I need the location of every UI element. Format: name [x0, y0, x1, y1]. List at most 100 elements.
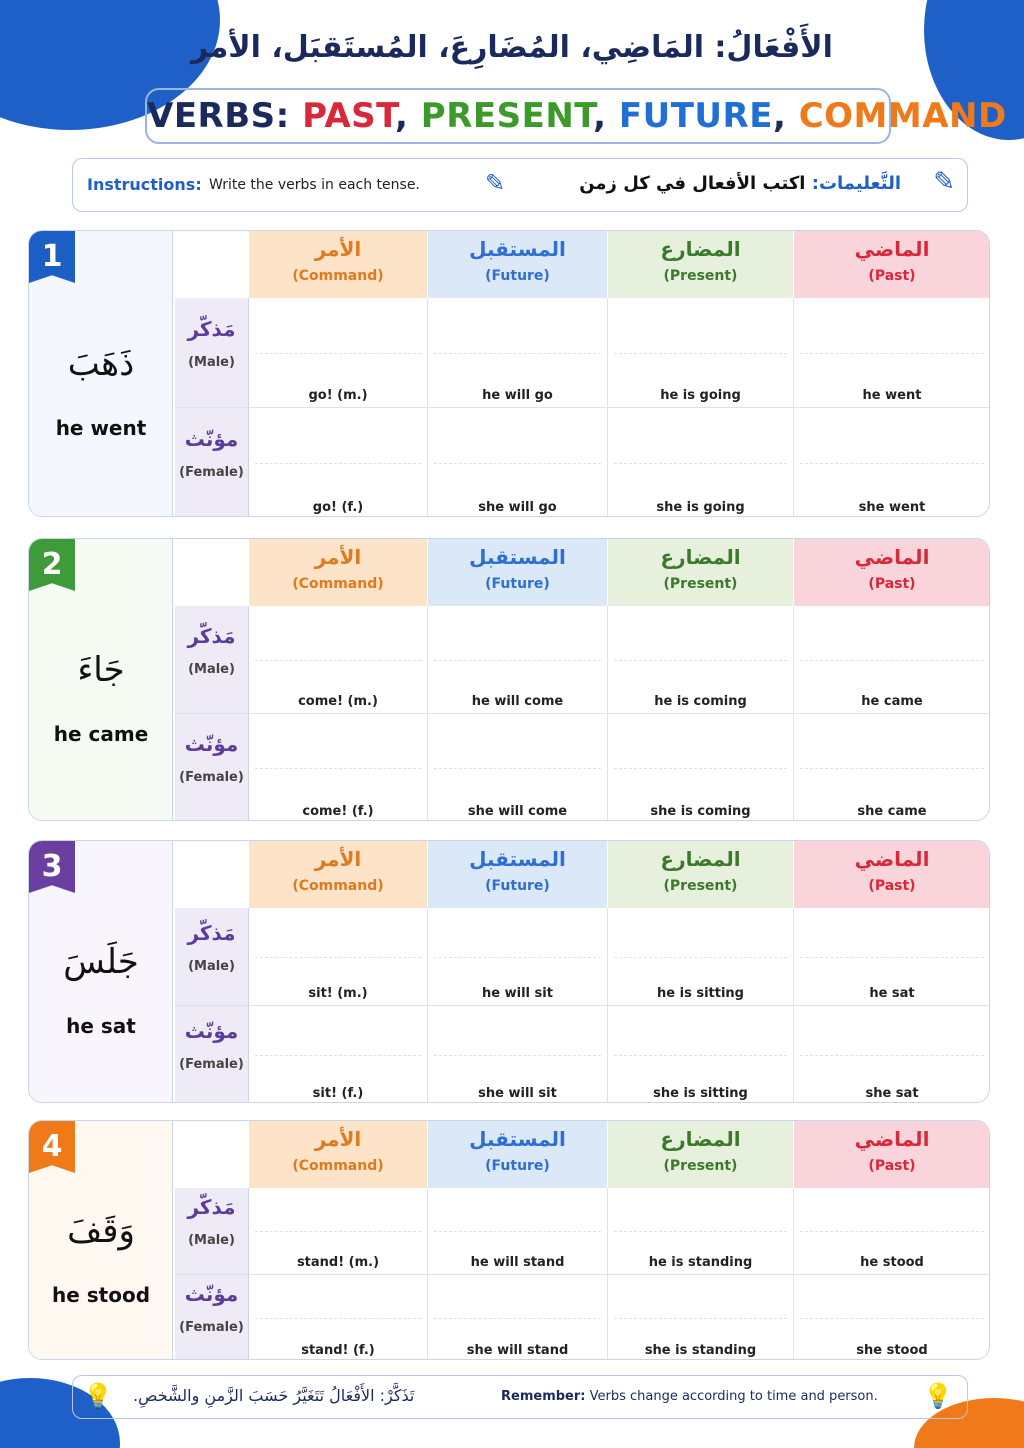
answer-cell: sit! (m.) — [249, 908, 428, 1006]
gender-cell: مؤنّث (Female) — [175, 1274, 249, 1359]
title-ar: الأَفْعَالُ: المَاضِي، المُضَارِعَ، المُ… — [191, 30, 833, 65]
answer-cell: come! (f.) — [249, 714, 428, 820]
instructions-label-ar: التَّعليمات: — [811, 173, 901, 194]
writing-line — [614, 768, 787, 769]
answer-cell: he will go — [428, 298, 608, 408]
cell-text: he is sitting — [657, 986, 744, 1001]
cell-text: she sat — [865, 1086, 919, 1101]
column-ar: الأمر — [314, 237, 362, 261]
writing-line — [255, 1231, 421, 1233]
verb-panel — [29, 231, 173, 516]
column-ar: المضارع — [660, 545, 741, 569]
column-en: (Present) — [663, 878, 738, 894]
answer-cell: go! (f.) — [249, 408, 428, 516]
column-ar: المستقبل — [469, 847, 566, 871]
column-header: الأمر (Command) — [249, 841, 428, 908]
column-en: (Future) — [485, 268, 550, 284]
column-en: (Command) — [292, 268, 384, 284]
column-en: (Future) — [485, 576, 550, 592]
column-ar: المضارع — [660, 237, 741, 261]
column-header: الأمر (Command) — [249, 1121, 428, 1188]
cell-text: he is coming — [654, 694, 747, 709]
column-header: المضارع (Present) — [608, 841, 794, 908]
gender-ar: مؤنّث — [184, 1019, 239, 1043]
gender-cell: مَذكّر (Male) — [175, 908, 249, 1006]
answer-cell: she is standing — [608, 1274, 794, 1359]
column-ar: المضارع — [660, 1127, 741, 1151]
cell-text: come! (m.) — [298, 694, 378, 709]
answer-cell: he is sitting — [608, 908, 794, 1006]
title-part: FUTURE — [618, 96, 773, 136]
column-header: المضارع (Present) — [608, 231, 794, 298]
title-part: PAST — [302, 96, 396, 136]
writing-line — [255, 768, 421, 769]
answer-cell: he is standing — [608, 1188, 794, 1275]
cell-text: he stood — [860, 1254, 924, 1270]
column-header: المستقبل (Future) — [428, 1121, 608, 1188]
verb-block: 3 جَلَسَ he sat مَذكّر (Male) مؤنّث (Female) ال… — [28, 840, 990, 1103]
gender-en: (Female) — [179, 1319, 244, 1335]
column-en: (Command) — [292, 878, 384, 894]
column-ar: الأمر — [314, 847, 362, 871]
column-ar: الماضي — [854, 847, 930, 871]
instructions-label: Instructions: — [87, 175, 202, 194]
cell-text: she will go — [478, 500, 557, 515]
cell-text: go! (m.) — [308, 388, 368, 403]
verb-en: he sat — [66, 1014, 136, 1038]
pencil-icon: ✎ — [485, 169, 506, 197]
bulb-icon: 💡 — [923, 1382, 953, 1410]
writing-line — [800, 1231, 984, 1233]
gender-ar: مؤنّث — [184, 1281, 239, 1306]
gender-cell: مؤنّث (Female) — [175, 408, 249, 516]
answer-cell: she sat — [794, 1006, 989, 1102]
gender-cell: مَذكّر (Male) — [175, 1188, 249, 1275]
instructions-ar: التَّعليمات: اكتب الأفعال في كل زمن — [579, 173, 901, 194]
column-header: المستقبل (Future) — [428, 231, 608, 298]
block-number: 2 — [29, 539, 75, 591]
column-en: (Past) — [868, 576, 916, 592]
block-number: 4 — [29, 1121, 75, 1173]
answer-cell: she will stand — [428, 1274, 608, 1359]
gender-ar: مَذكّر — [187, 921, 236, 945]
column-header: الأمر (Command) — [249, 231, 428, 298]
answer-cell: she came — [794, 714, 989, 820]
verb-ar: جَاءَ — [77, 650, 125, 690]
column-ar: الماضي — [854, 1127, 930, 1151]
writing-line — [614, 463, 787, 464]
writing-line — [434, 353, 601, 354]
writing-line — [255, 660, 421, 661]
answer-cell: she stood — [794, 1275, 989, 1360]
column-en: (Past) — [868, 878, 916, 894]
writing-line — [255, 463, 421, 464]
column-en: (Command) — [292, 576, 384, 592]
answer-cell: he stood — [794, 1188, 989, 1275]
answer-cell: he will sit — [428, 908, 608, 1006]
title-part: , — [593, 96, 619, 136]
writing-line — [614, 660, 787, 661]
cell-text: she is sitting — [653, 1086, 748, 1101]
column-ar: المستقبل — [469, 545, 566, 569]
verb-block: 4 وَقَفَ he stood مَذكّر (Male) مؤنّث (Female)… — [28, 1120, 990, 1360]
cell-text: she is standing — [644, 1343, 757, 1358]
writing-line — [614, 353, 787, 354]
title-part: COMMAND — [798, 96, 1007, 136]
cell-text: sit! (f.) — [312, 1086, 364, 1101]
verb-en: he came — [53, 722, 149, 746]
writing-line — [434, 660, 601, 661]
answer-cell: he sat — [794, 908, 989, 1006]
cell-text: she will come — [467, 804, 568, 819]
writing-line — [434, 1317, 601, 1319]
verb-ar: ذَهَبَ — [67, 344, 135, 384]
title-en: VERBS: PAST, PRESENT, FUTURE, COMMAND — [145, 88, 1006, 144]
cell-text: he is standing — [648, 1254, 753, 1270]
answer-cell: stand! (m.) — [249, 1188, 428, 1275]
column-ar: الأمر — [314, 1127, 362, 1151]
answer-cell: sit! (f.) — [249, 1006, 428, 1102]
gender-cell: مؤنّث (Female) — [175, 1006, 249, 1102]
answer-cell: she will go — [428, 408, 608, 516]
writing-line — [434, 1231, 601, 1233]
answer-cell: she will come — [428, 714, 608, 820]
verb-panel — [29, 539, 173, 820]
column-en: (Past) — [868, 1158, 916, 1174]
